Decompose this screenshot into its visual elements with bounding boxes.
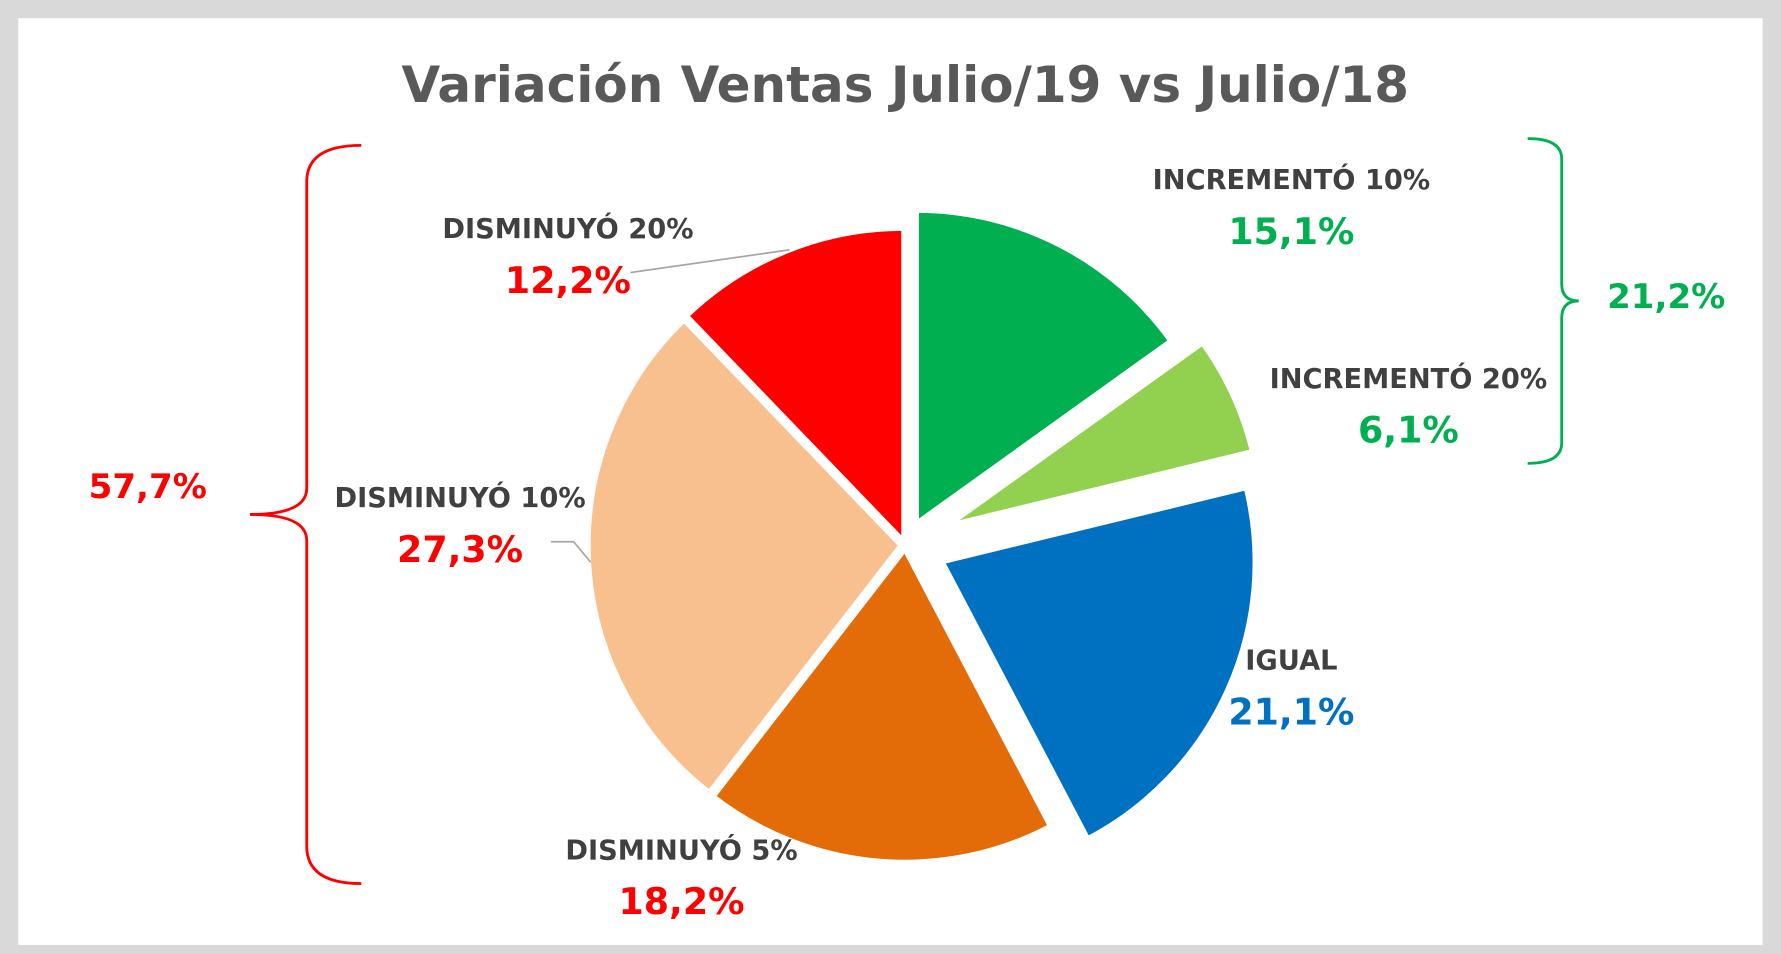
category-label: DISMINUYÓ 10% [334, 482, 585, 514]
value-label: 15,1% [1228, 210, 1354, 253]
pie-slice [710, 545, 1054, 865]
value-label: 27,3% [397, 528, 523, 571]
leader-line [550, 540, 592, 563]
category-label: DISMINUYÓ 20% [442, 213, 693, 245]
value-label: 18,2% [619, 880, 745, 923]
chart-title: Variación Ventas Julio/19 vs Julio/18 [401, 56, 1409, 114]
bracket [1527, 137, 1579, 465]
value-label: 12,2% [505, 259, 631, 302]
category-label: IGUAL [1245, 646, 1337, 677]
value-label: 21,1% [1228, 690, 1354, 733]
category-label: INCREMENTÓ 20% [1270, 363, 1548, 395]
pie-slice [683, 226, 906, 547]
category-label: INCREMENTÓ 10% [1153, 164, 1431, 196]
pie-slice [586, 317, 904, 796]
pie-slice [914, 208, 1174, 528]
category-label: DISMINUYÓ 5% [565, 834, 797, 866]
pie-slice [947, 340, 1255, 528]
pie-slice [939, 485, 1258, 842]
bracket [249, 143, 362, 886]
annotation-label: 21,2% [1607, 277, 1725, 317]
leader-line [630, 249, 790, 274]
annotation-label: 57,7% [89, 467, 207, 507]
value-label: 6,1% [1358, 409, 1459, 452]
